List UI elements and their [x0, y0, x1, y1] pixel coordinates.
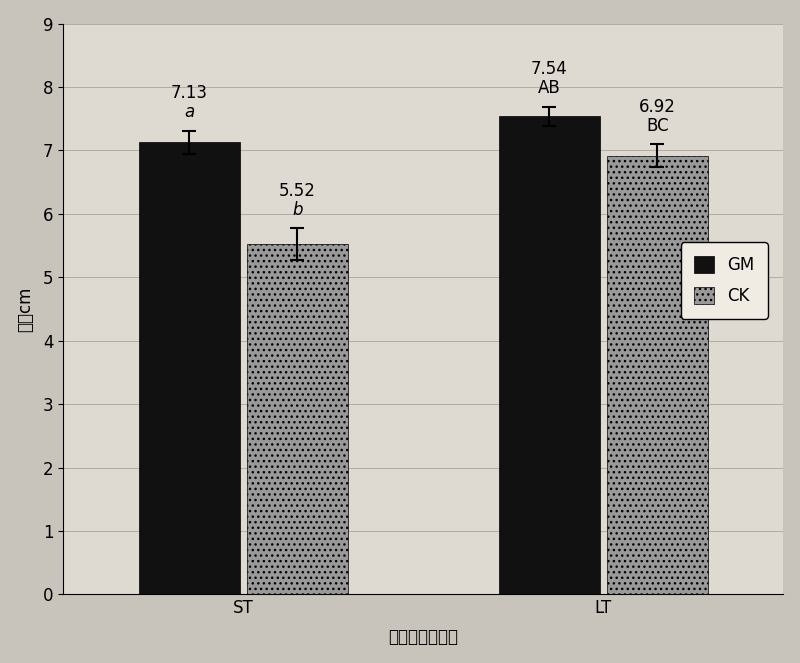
Text: 5.52: 5.52 [279, 182, 316, 200]
Text: b: b [292, 201, 302, 219]
Text: 7.13: 7.13 [171, 84, 208, 102]
Legend: GM, CK: GM, CK [681, 242, 768, 319]
X-axis label: 一年生三七株高: 一年生三七株高 [388, 629, 458, 646]
Text: a: a [184, 103, 194, 121]
Text: 6.92: 6.92 [639, 97, 676, 115]
Text: BC: BC [646, 117, 669, 135]
Bar [607, 156, 708, 594]
Bar [139, 143, 240, 594]
Text: 7.54: 7.54 [531, 60, 568, 78]
Bar [247, 245, 348, 594]
Text: AB: AB [538, 79, 561, 97]
Y-axis label: 株高cm: 株高cm [17, 286, 34, 332]
Bar [499, 116, 600, 594]
